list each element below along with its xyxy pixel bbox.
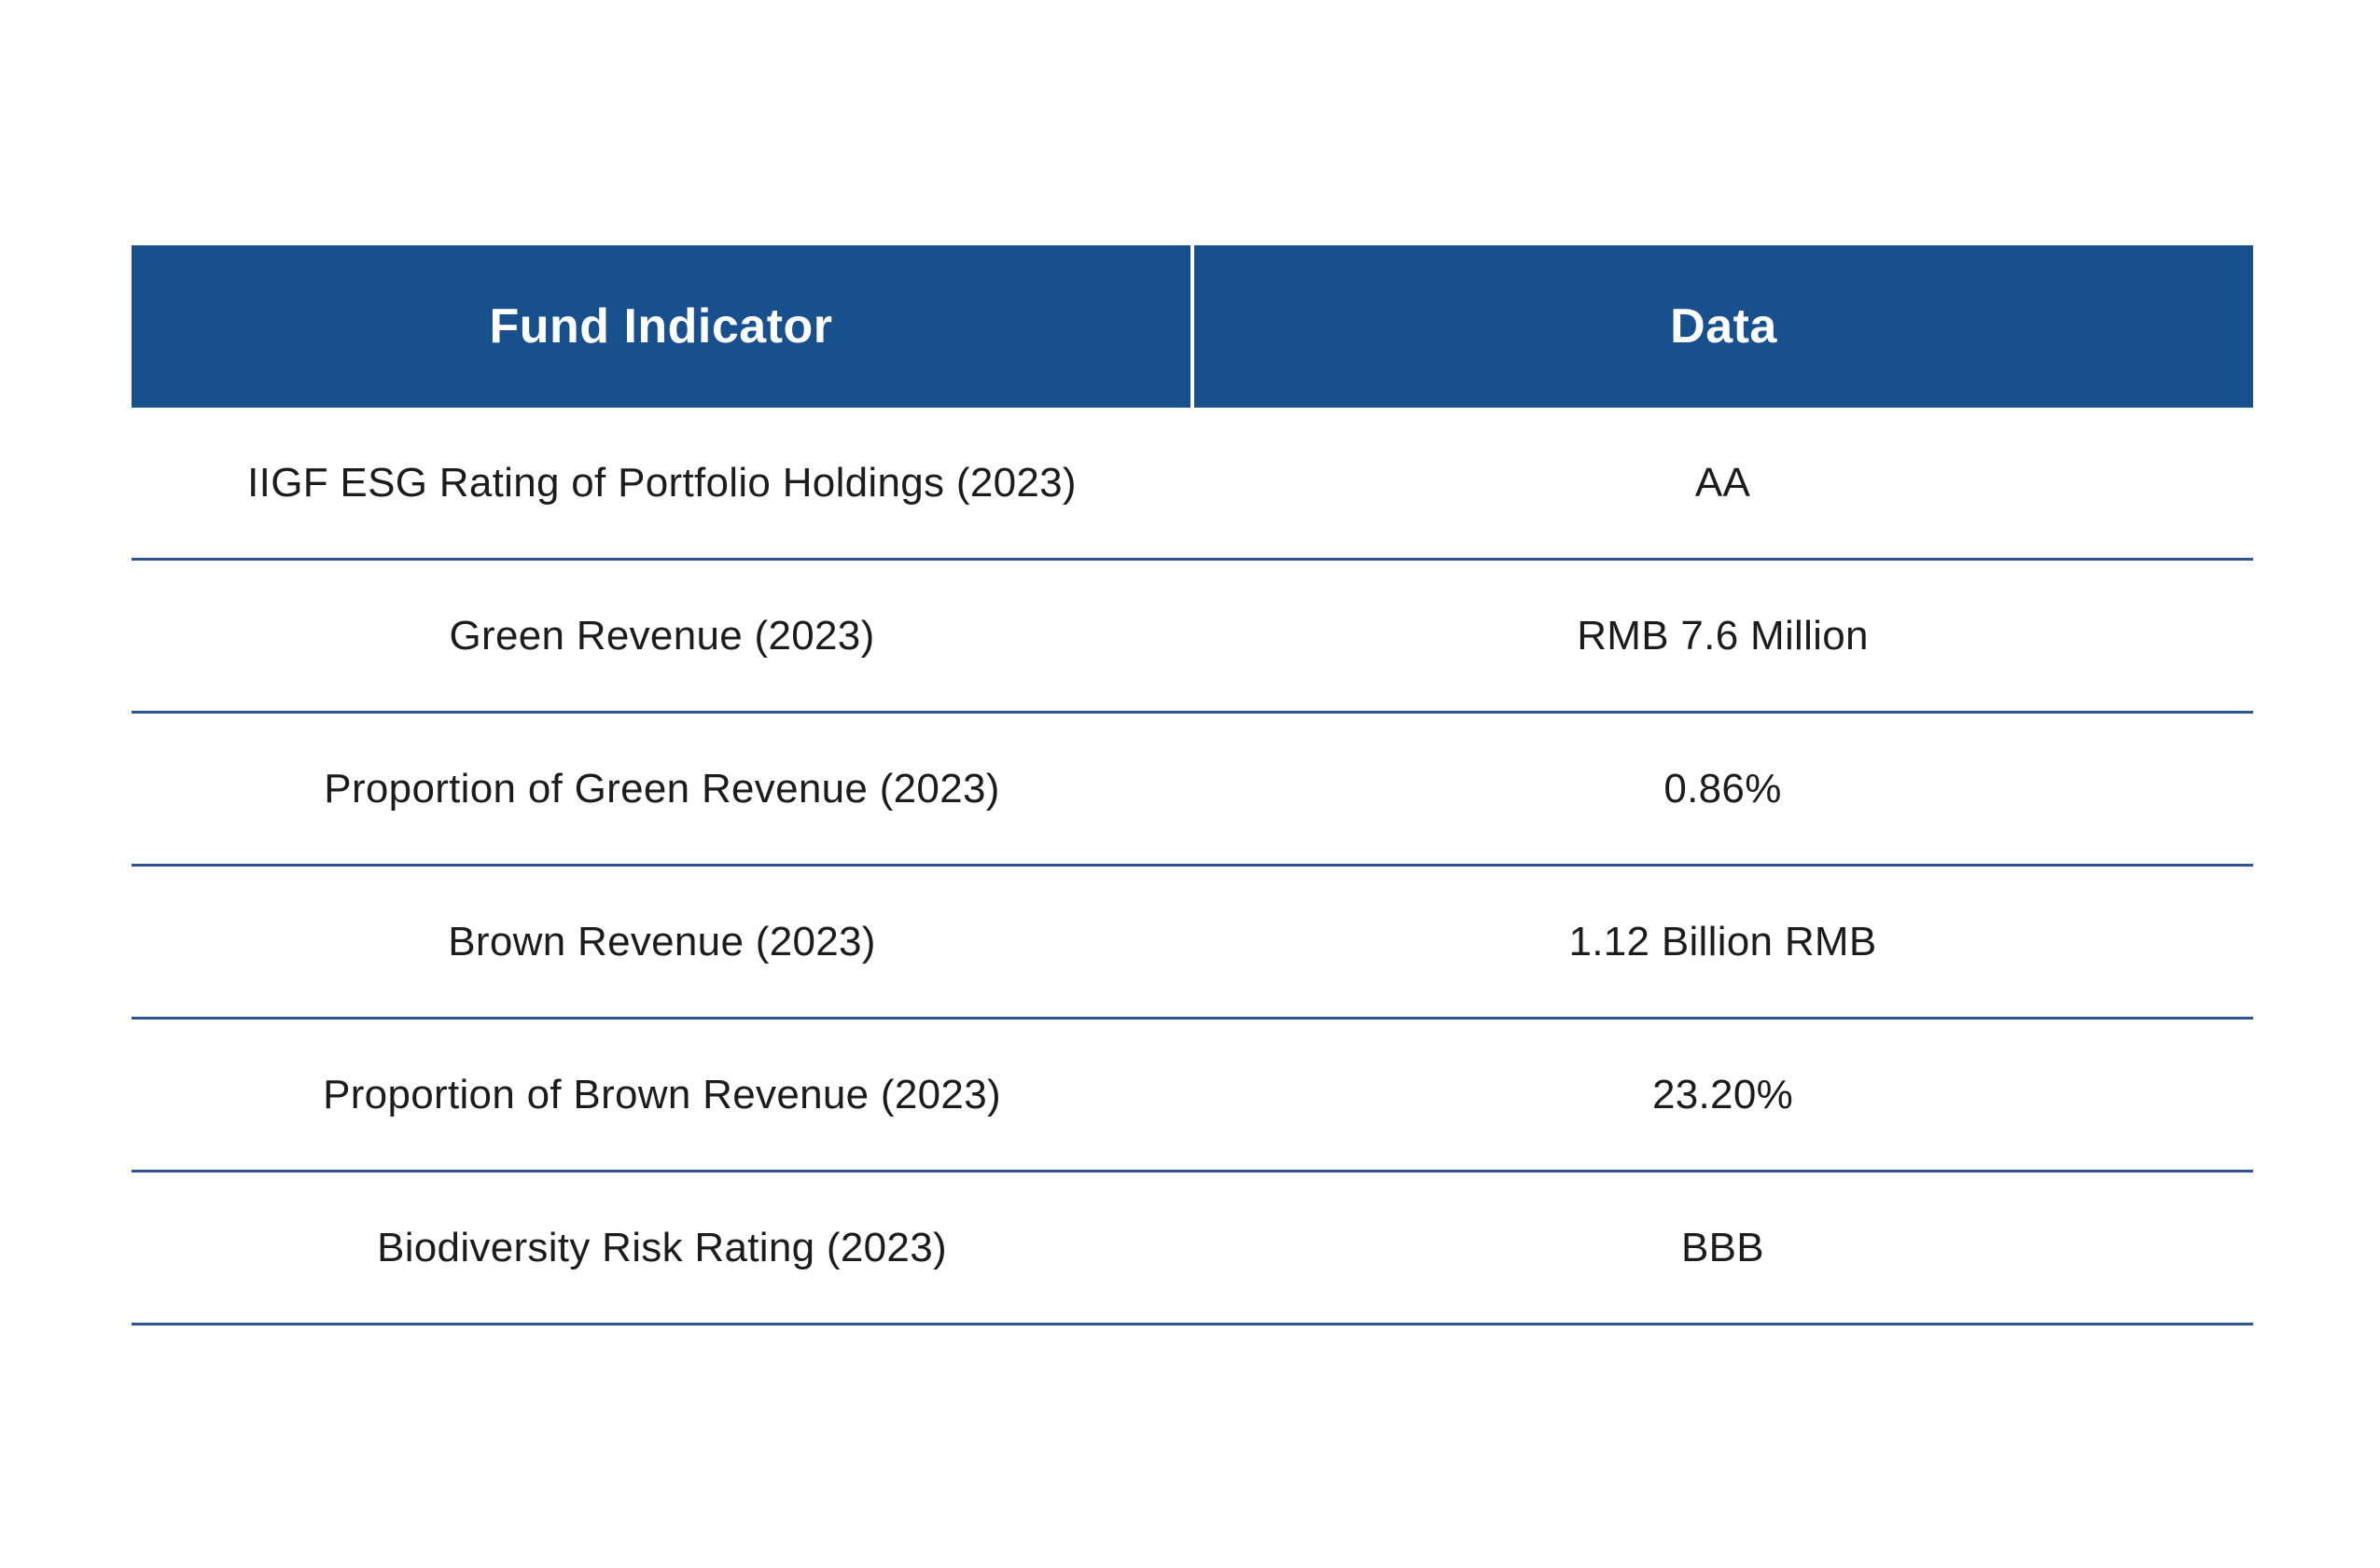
indicator-cell: Biodiversity Risk Rating (2023) xyxy=(377,1224,947,1270)
table-row: Proportion of Green Revenue (2023) 0.86% xyxy=(132,714,2253,867)
data-cell: 23.20% xyxy=(1651,1071,1794,1117)
data-cell: BBB xyxy=(1681,1224,1764,1270)
column-header-fund-indicator: Fund Indicator xyxy=(489,299,833,354)
table-header-row: Fund Indicator Data xyxy=(132,245,2253,408)
indicator-cell: Proportion of Brown Revenue (2023) xyxy=(323,1071,1001,1117)
indicator-cell: Brown Revenue (2023) xyxy=(448,918,876,964)
table-row: Biodiversity Risk Rating (2023) BBB xyxy=(132,1173,2253,1325)
indicator-cell: Green Revenue (2023) xyxy=(449,612,875,659)
fund-indicator-table: Fund Indicator Data IIGF ESG Rating of P… xyxy=(132,245,2253,1325)
indicator-cell: IIGF ESG Rating of Portfolio Holdings (2… xyxy=(247,459,1077,506)
header-column-divider xyxy=(1190,245,1194,408)
data-cell: 1.12 Billion RMB xyxy=(1568,918,1877,964)
indicator-cell: Proportion of Green Revenue (2023) xyxy=(324,765,1000,812)
data-cell: 0.86% xyxy=(1663,765,1782,812)
table-row: IIGF ESG Rating of Portfolio Holdings (2… xyxy=(132,408,2253,561)
data-cell: AA xyxy=(1694,459,1751,506)
table-row: Proportion of Brown Revenue (2023) 23.20… xyxy=(132,1020,2253,1173)
table-row: Green Revenue (2023) RMB 7.6 Million xyxy=(132,561,2253,714)
data-cell: RMB 7.6 Million xyxy=(1577,612,1869,659)
column-header-data: Data xyxy=(1670,299,1777,354)
table-row: Brown Revenue (2023) 1.12 Billion RMB xyxy=(132,867,2253,1020)
